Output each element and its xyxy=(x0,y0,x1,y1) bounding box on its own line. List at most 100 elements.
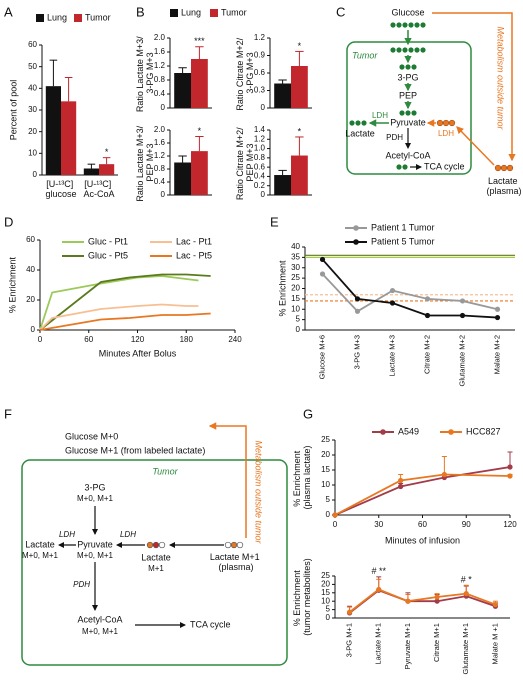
point xyxy=(434,598,440,604)
y-tick-label: 10 xyxy=(321,480,330,489)
point xyxy=(376,586,382,593)
legend-label: Lac - Pt5 xyxy=(176,250,212,260)
y-tick-label: 1.4 xyxy=(254,125,266,134)
y-axis-label: % Enrichment (plasma lactate) xyxy=(292,445,312,509)
y-tick-label: 0.9 xyxy=(254,51,266,60)
bar xyxy=(99,164,115,175)
node: Pyruvate xyxy=(390,117,426,127)
y-axis-label: Percent of pool xyxy=(8,80,18,141)
y-tick-label: 15 xyxy=(291,294,300,303)
y-axis-label: % Enrichment (tumor metabolites) xyxy=(292,558,312,636)
y-tick-label: 10 xyxy=(28,148,37,157)
legend-label: Tumor xyxy=(221,7,247,17)
legend-marker xyxy=(380,429,386,435)
y-tick-label: 15 xyxy=(321,588,330,597)
point xyxy=(319,256,326,263)
y-tick-label: 0 xyxy=(326,613,331,622)
annotation: Metabolism outside tumor xyxy=(254,440,264,544)
y-tick-label: 15 xyxy=(321,465,330,474)
bar xyxy=(45,86,61,175)
y-tick-label: 0 xyxy=(261,190,266,199)
legend-label: Lac - Pt1 xyxy=(176,236,212,246)
bar xyxy=(61,101,77,175)
y-tick-label: 1.2 xyxy=(254,33,266,42)
x-tick-label: Glutamate M+1 xyxy=(461,623,470,674)
y-tick-label: 0.2 xyxy=(254,181,266,190)
panel-label: F xyxy=(4,406,12,421)
x-tick-label: [U-¹³C] glucose xyxy=(45,179,76,199)
enzyme: LDH xyxy=(59,530,75,539)
legend-label: Gluc - Pt1 xyxy=(88,236,128,246)
y-tick-label: 0.3 xyxy=(254,86,266,95)
panel-label: G xyxy=(303,406,313,421)
y-tick-label: 0.6 xyxy=(254,162,266,171)
y-tick-label: 0.8 xyxy=(154,164,166,173)
node: Pyruvate xyxy=(77,539,113,549)
y-axis-label: Ratio Lactate M+3/ PEP M+3 xyxy=(135,123,155,201)
point xyxy=(434,594,440,600)
y-tick-label: 40 xyxy=(28,83,37,92)
arrow xyxy=(208,422,247,538)
arrow xyxy=(432,12,516,162)
point xyxy=(459,298,466,304)
y-tick-label: 20 xyxy=(26,295,35,304)
node: 3-PG xyxy=(397,72,418,82)
y-tick-label: 0.4 xyxy=(154,89,166,98)
point xyxy=(319,271,326,277)
y-tick-label: 0.8 xyxy=(254,153,266,162)
series-line xyxy=(334,473,511,516)
y-tick-label: 20 xyxy=(291,284,300,293)
series-line xyxy=(39,275,199,331)
x-tick-label: 0 xyxy=(38,335,43,344)
tumor-box xyxy=(21,459,288,666)
y-tick-label: 40 xyxy=(291,242,300,251)
y-tick-label: 1.6 xyxy=(154,138,166,147)
enzyme: LDH xyxy=(120,530,136,539)
node: Lactate (plasma) xyxy=(486,176,521,196)
y-axis-label: Ratio Citrate M+2/ PEP M+3 xyxy=(235,125,255,200)
x-tick-label: 90 xyxy=(462,520,471,529)
y-tick-label: 1.2 xyxy=(154,61,166,70)
y-tick-label: 60 xyxy=(28,40,37,49)
series-line xyxy=(349,588,496,613)
enzyme: PDH xyxy=(73,580,90,589)
y-tick-label: 0.6 xyxy=(254,68,266,77)
y-tick-label: 1.2 xyxy=(154,151,166,160)
y-tick-label: 0 xyxy=(33,170,38,179)
legend-label: Patient 1 Tumor xyxy=(371,222,435,232)
legend-swatch xyxy=(74,14,82,22)
y-tick-label: 0.4 xyxy=(254,172,266,181)
point xyxy=(389,300,396,306)
y-tick-label: 35 xyxy=(291,252,300,261)
point xyxy=(494,314,501,321)
x-tick-label: 30 xyxy=(374,520,383,529)
bar xyxy=(83,168,99,175)
series-line xyxy=(39,273,211,331)
x-tick-label: Malate M +1 xyxy=(490,623,499,664)
diagram-f: Glucose M+0 Glucose M+1 (from labeled la… xyxy=(21,422,288,666)
legend-swatch xyxy=(210,9,218,17)
arrow xyxy=(456,126,495,166)
x-tick-label: Lactate M+3 xyxy=(387,335,396,376)
y-tick-label: 0 xyxy=(261,103,266,112)
annotation: # ** xyxy=(371,566,386,576)
annotation: *** xyxy=(194,36,205,46)
label-dots xyxy=(146,541,244,549)
isotopologue: M+0, M+1 xyxy=(77,494,114,503)
isotopologue: M+0, M+1 xyxy=(82,627,119,636)
y-axis-label: Ratio Lactate M+3/ 3-PG M+3 xyxy=(135,34,155,112)
panel-label: A xyxy=(4,4,13,19)
legend-marker xyxy=(353,239,359,245)
point xyxy=(492,601,499,608)
y-axis-label: % Enrichment xyxy=(7,256,17,313)
bar xyxy=(191,151,208,195)
point xyxy=(507,464,513,470)
node: Acetyl-CoA xyxy=(385,150,430,160)
annotation: * xyxy=(105,147,109,157)
annotation: * xyxy=(298,126,302,136)
y-tick-label: 0.8 xyxy=(154,75,166,84)
x-tick-label: 60 xyxy=(84,335,93,344)
series-line xyxy=(334,466,511,516)
x-tick-label: [U-¹³C] Ac-CoA xyxy=(83,179,114,199)
point xyxy=(424,312,431,319)
